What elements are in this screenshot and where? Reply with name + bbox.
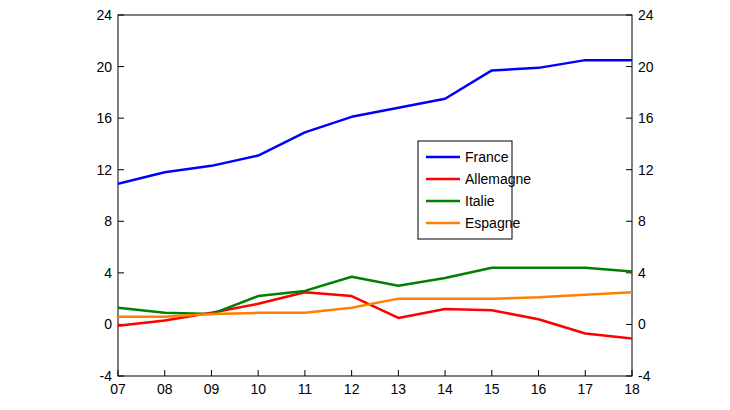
series-line: [118, 292, 632, 338]
y2-tick-label: 20: [638, 59, 654, 75]
x-tick-label: 11: [298, 381, 313, 397]
y2-tick: [626, 324, 632, 325]
legend: France Allemagne Italie Espagne: [418, 141, 531, 239]
x-tick-label: 13: [391, 381, 407, 397]
y2-tick: [626, 66, 632, 67]
y2-tick: [626, 169, 632, 170]
y-tick: [118, 272, 124, 273]
y-tick-label: 20: [96, 59, 112, 75]
y2-tick-label: 16: [638, 110, 654, 126]
y2-tick: [626, 221, 632, 222]
legend-swatch: [426, 156, 460, 159]
y-tick: [118, 15, 124, 16]
series-line: [118, 60, 632, 184]
y2-tick-label: 8: [638, 213, 646, 229]
legend-label: Espagne: [465, 215, 520, 231]
x-tick: [632, 370, 633, 376]
x-tick: [211, 370, 212, 376]
x-tick: [164, 370, 165, 376]
y2-tick: [626, 118, 632, 119]
legend-label: Allemagne: [465, 171, 531, 187]
y2-tick-label: -4: [638, 368, 651, 384]
y-tick-label: 16: [96, 110, 112, 126]
x-tick: [538, 370, 539, 376]
x-tick: [491, 370, 492, 376]
series-line: [118, 268, 632, 314]
x-tick-label: 17: [577, 381, 593, 397]
x-tick: [304, 370, 305, 376]
y-tick-label: 0: [104, 316, 112, 332]
x-tick-label: 10: [250, 381, 266, 397]
legend-swatch: [426, 200, 460, 203]
x-tick-label: 18: [624, 381, 640, 397]
y-tick-label: 12: [96, 162, 112, 178]
x-tick-label: 12: [344, 381, 360, 397]
y2-tick-label: 0: [638, 316, 646, 332]
y-tick: [118, 118, 124, 119]
x-tick: [398, 370, 399, 376]
y-tick: [118, 66, 124, 67]
x-tick-label: 07: [110, 381, 126, 397]
x-tick-label: 16: [531, 381, 547, 397]
y-tick: [118, 169, 124, 170]
x-tick: [585, 370, 586, 376]
plot-frame: [118, 15, 632, 376]
x-tick-label: 15: [484, 381, 500, 397]
y-tick: [118, 376, 124, 377]
legend-swatch: [426, 178, 460, 181]
y2-tick: [626, 376, 632, 377]
y-tick-label: 8: [104, 213, 112, 229]
y2-tick-label: 24: [638, 7, 654, 23]
x-tick-label: 08: [157, 381, 173, 397]
y-tick-label: 4: [104, 265, 112, 281]
legend-label: Italie: [465, 193, 495, 209]
y2-tick-label: 12: [638, 162, 654, 178]
chart: -404812162024-40481216202407080910111213…: [0, 0, 730, 410]
x-tick-label: 09: [204, 381, 220, 397]
x-tick: [118, 370, 119, 376]
y-tick-label: 24: [96, 7, 112, 23]
legend-label: France: [465, 149, 509, 165]
series-line: [118, 292, 632, 316]
x-tick: [445, 370, 446, 376]
y2-tick-label: 4: [638, 265, 646, 281]
series-group: [118, 60, 632, 338]
legend-swatch: [426, 222, 460, 225]
x-tick-label: 14: [437, 381, 453, 397]
y-tick: [118, 221, 124, 222]
y2-tick: [626, 15, 632, 16]
x-tick: [351, 370, 352, 376]
x-tick: [258, 370, 259, 376]
